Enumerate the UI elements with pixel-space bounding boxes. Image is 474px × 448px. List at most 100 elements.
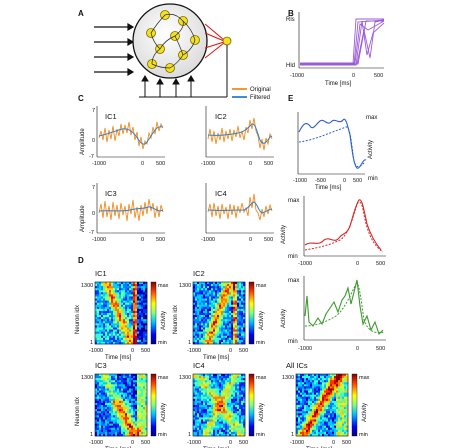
panel-e3-xtick-0: -1000 [298, 346, 312, 352]
heatmap-2-ytick-bottom: 1 [188, 340, 191, 346]
panel-c-ic1-ytick-bottom: -7 [89, 154, 94, 160]
heatmap-5-colorbar [351, 373, 358, 437]
heatmap-5-xtick-0: -1000 [290, 440, 304, 446]
heatmap-2-ylabel: Neuron idx [173, 305, 179, 334]
heatmap-5-cbar-label: Activity [362, 403, 368, 422]
heatmap-3-xtick-0: -1000 [89, 440, 103, 446]
panel-b-y-bottom: Hld [286, 63, 295, 69]
heatmap-3-xtick-1: 0 [131, 440, 134, 446]
panel-e3-solid [304, 279, 384, 336]
heatmap-1-xtick-1: 0 [131, 348, 134, 354]
heatmap-2-colorbar [248, 281, 255, 345]
heatmap-5-cbar-max: max [359, 375, 370, 381]
panel-c-ic3-title: IC3 [105, 189, 117, 198]
panel-a: A [78, 3, 232, 98]
heatmap-1-ylabel: Neuron idx [75, 305, 81, 334]
heatmap-3-cbar-max: max [158, 375, 169, 381]
panel-c-ic3-ytick-top: 7 [92, 185, 95, 191]
heatmap-4-ytick-top: 1300 [179, 375, 191, 381]
panel-b: B Rls Hld -1000 0 500 Time [ms] [286, 9, 385, 87]
input-arrows [94, 22, 135, 77]
heatmap-1-xtick-2: 500 [141, 348, 150, 354]
panel-e-red: max min Activity -1000 0 500 [281, 196, 386, 267]
heatmap-4-cbar-label: Activity [259, 403, 265, 422]
panel-c-ic1-title: IC1 [105, 112, 117, 121]
panel-e2-xtick-2: 500 [376, 261, 385, 267]
panel-e1-y-bottom: min [368, 176, 378, 182]
panel-c-ic1-xtick-0: -1000 [92, 161, 106, 167]
panel-e-blue: max min Activity -1000 -500 0 500 Time [… [293, 112, 378, 191]
panel-c-ic3-xtick-1: 0 [141, 237, 144, 243]
feedback-loop [139, 45, 228, 98]
panel-c-ic3-ytick-mid: 0 [92, 211, 95, 217]
panel-c-ic3-ytick-bottom: -7 [89, 230, 94, 236]
heatmap-4-title: IC4 [193, 361, 205, 370]
panel-c-ic4-xtick-2: 500 [264, 237, 273, 243]
panel-e1-xlabel: Time [ms] [315, 185, 341, 191]
panel-c-ic2-xtick-1: 0 [249, 161, 252, 167]
panel-e1-dashed [298, 126, 365, 168]
panel-c-ic3-xtick-0: -1000 [92, 237, 106, 243]
panel-c-ic2-xtick-2: 500 [264, 161, 273, 167]
panel-c-ic2-title: IC2 [215, 112, 227, 121]
panel-b-xtick-1: 0 [352, 73, 355, 79]
heatmap-1-cbar-min: min [158, 340, 167, 346]
heatmap-4-xtick-0: -1000 [187, 440, 201, 446]
panel-c-ic4-xtick-0: -1000 [201, 237, 215, 243]
heatmap-3-colorbar [150, 373, 157, 437]
panel-e1-xtick-3: 500 [353, 178, 362, 184]
heatmap-5-xtick-1: 0 [332, 440, 335, 446]
heatmap-2-xlabel: Time [ms] [203, 355, 229, 361]
panel-b-traces [300, 18, 385, 66]
heatmap-2-xtick-0: -1000 [187, 348, 201, 354]
panel-b-label: B [288, 9, 294, 18]
heatmap-2-xtick-1: 0 [229, 348, 232, 354]
panel-c-ic1-ylabel: Amplitude [80, 128, 86, 155]
panel-e3-xtick-2: 500 [376, 346, 385, 352]
panel-c-ic1: IC1 7 0 -7 Amplitude -1000 0 500 [80, 106, 165, 167]
heatmap-1-xtick-0: -1000 [89, 348, 103, 354]
heatmap-2-cbar-label: Activity [259, 311, 265, 330]
panel-c-ic3-filtered [98, 206, 164, 212]
panel-e1-xtick-2: 0 [343, 178, 346, 184]
heatmap-2-cbar-min: min [256, 340, 265, 346]
heatmap-2-title: IC2 [193, 269, 205, 278]
panel-b-xtick-0: -1000 [290, 73, 304, 79]
panel-e3-ylabel: Activity [281, 309, 287, 328]
panel-e3-y-top: max [288, 278, 299, 284]
panel-c-ic3-ylabel: Amplitude [80, 205, 86, 232]
heatmap-4-xtick-2: 500 [239, 440, 248, 446]
panel-e1-y-top: max [366, 115, 377, 121]
panel-d-label: D [78, 256, 84, 265]
heatmap-3-ytick-bottom: 1 [90, 432, 93, 438]
legend: Original Filtered [232, 87, 271, 101]
panel-e-green: max min Activity -1000 0 500 [281, 276, 386, 352]
heatmap-1-ytick-top: 1300 [81, 283, 93, 289]
heatmap-1-xlabel: Time [ms] [105, 355, 131, 361]
panel-c-ic3: IC3 7 0 -7 Amplitude -1000 0 500 [80, 183, 165, 243]
panel-c-ic4-title: IC4 [215, 189, 227, 198]
heatmap-1-colorbar [150, 281, 157, 345]
legend-filtered-label: Filtered [250, 95, 270, 101]
heatmap-4-cbar-min: min [256, 432, 265, 438]
heatmap-2-xtick-2: 500 [239, 348, 248, 354]
panel-c-ic2-filtered [207, 123, 273, 144]
panel-c-ic1-ytick-top: 7 [92, 108, 95, 114]
panel-c: C IC1 7 0 -7 Amplitude -1000 0 500 IC2 -… [78, 94, 274, 243]
panel-c-ic1-ytick-mid: 0 [92, 138, 95, 144]
heatmap-3-ytick-top: 1300 [81, 375, 93, 381]
panel-b-xtick-2: 500 [374, 73, 383, 79]
heatmap-5-ytick-top: 1300 [282, 375, 294, 381]
panel-c-ic4-filtered [207, 201, 273, 214]
panel-e2-xtick-1: 0 [356, 261, 359, 267]
panel-c-ic1-filtered [98, 126, 164, 145]
heatmap-4-colorbar [248, 373, 255, 437]
heatmap-1-ytick-bottom: 1 [90, 340, 93, 346]
panel-e: E max min Activity -1000 -500 0 500 Time… [281, 94, 386, 352]
